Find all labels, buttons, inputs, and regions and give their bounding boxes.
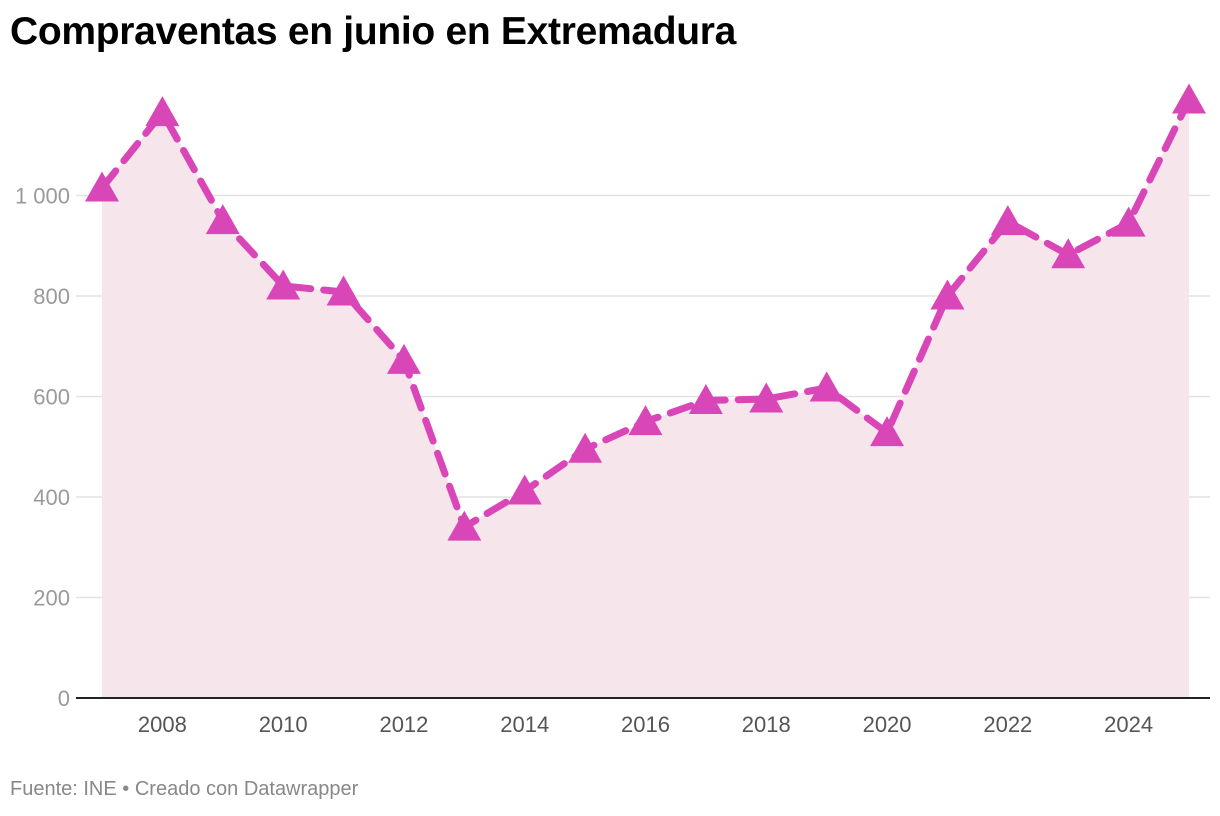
y-tick-label: 800 — [33, 284, 70, 309]
x-tick-label: 2008 — [138, 712, 187, 737]
area-fill-layer — [102, 100, 1189, 698]
x-tick-label: 2018 — [742, 712, 791, 737]
data-point-2012 — [386, 343, 421, 374]
data-point-2019 — [809, 371, 844, 402]
data-point-2011 — [326, 275, 361, 306]
data-point-2015 — [568, 432, 603, 463]
markers-layer — [85, 83, 1206, 541]
data-point-2018 — [749, 382, 784, 413]
data-point-2024 — [1111, 206, 1146, 237]
y-axis-ticks: 0 200 400 600 800 1 000 — [15, 184, 70, 712]
x-tick-label: 2012 — [379, 712, 428, 737]
data-point-2023 — [1051, 238, 1086, 269]
data-point-2010 — [266, 269, 301, 300]
y-tick-label: 400 — [33, 485, 70, 510]
footer-separator: • — [122, 778, 130, 800]
x-tick-label: 2014 — [500, 712, 549, 737]
y-tick-label: 1 000 — [15, 184, 70, 209]
source-note: Fuente: INE — [10, 778, 117, 800]
data-point-2021 — [930, 279, 965, 310]
series-area — [102, 100, 1189, 698]
data-point-2013 — [447, 510, 482, 541]
chart-title: Compraventas en junio en Extremadura — [10, 10, 737, 53]
x-axis-ticks: 2008 2010 2012 2014 2016 2018 2020 2022 2024 — [138, 712, 1153, 737]
x-tick-label: 2016 — [621, 712, 670, 737]
data-point-2009 — [205, 204, 240, 235]
data-point-2017 — [688, 384, 723, 415]
credit-note: Creado con Datawrapper — [134, 778, 359, 800]
data-point-2007 — [85, 171, 119, 202]
x-tick-label: 2024 — [1104, 712, 1153, 737]
y-tick-label: 200 — [33, 586, 70, 611]
data-point-2020 — [870, 416, 905, 447]
x-tick-label: 2010 — [259, 712, 308, 737]
chart-footer: Fuente: INE • Creado con Datawrapper — [10, 778, 358, 801]
data-point-2022 — [990, 205, 1025, 236]
data-point-2014 — [507, 474, 542, 505]
x-tick-label: 2020 — [863, 712, 912, 737]
x-tick-label: 2022 — [983, 712, 1032, 737]
data-point-2025 — [1172, 83, 1206, 114]
y-tick-label: 600 — [33, 385, 70, 410]
data-point-2016 — [628, 405, 663, 436]
y-tick-label: 0 — [58, 686, 70, 711]
data-point-2008 — [145, 96, 180, 127]
